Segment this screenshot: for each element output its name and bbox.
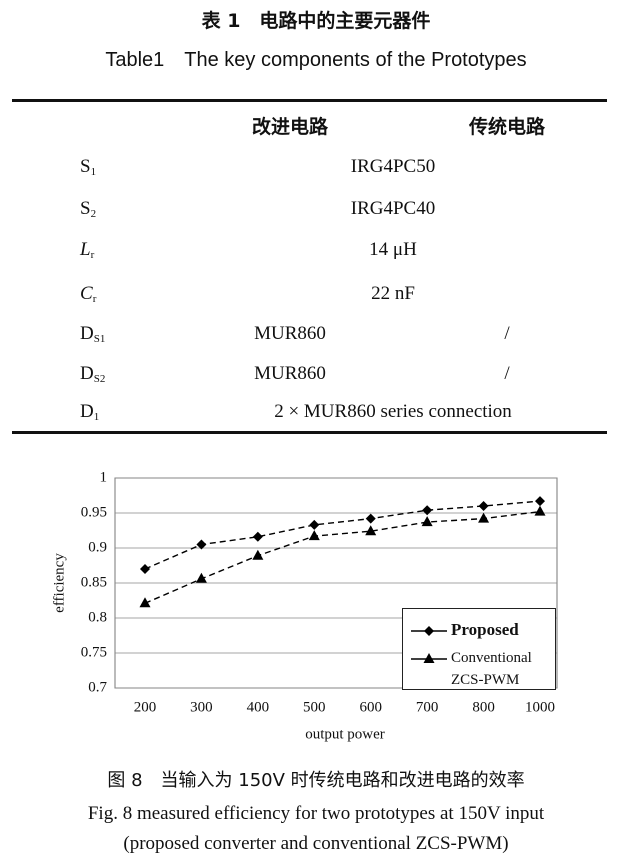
top-rule xyxy=(12,99,607,102)
legend-swatch xyxy=(411,626,447,636)
data-point xyxy=(196,539,207,550)
symbol: D xyxy=(80,323,94,344)
data-point xyxy=(195,572,207,583)
symbol: C xyxy=(80,283,93,304)
x-tick-label: 400 xyxy=(247,699,270,715)
data-point xyxy=(365,525,377,536)
x-tick-label: 1000 xyxy=(525,699,555,715)
x-tick-label: 500 xyxy=(303,699,326,715)
legend-marker xyxy=(423,653,435,663)
subscript: 2 xyxy=(90,208,97,220)
y-tick-label: 0.95 xyxy=(81,504,107,520)
data-point xyxy=(139,597,151,608)
chart: output power efficiency 0.7 0.75 0.8 0.85 0.… xyxy=(51,469,558,742)
symbol: D xyxy=(80,363,94,384)
y-axis-label: efficiency xyxy=(51,553,67,613)
figure-caption-zh: 图 8 当输入为 150V 时传统电路和改进电路的效率 xyxy=(107,770,525,791)
data-point xyxy=(478,512,490,523)
y-tick-label: 0.7 xyxy=(88,679,107,695)
cell: 14 μH xyxy=(369,239,417,260)
symbol: S xyxy=(80,198,91,219)
data-point xyxy=(252,531,263,542)
data-point xyxy=(422,505,433,516)
data-point xyxy=(140,564,150,574)
data-point xyxy=(252,549,264,560)
data-point xyxy=(421,516,433,527)
y-tick-label: 0.8 xyxy=(88,609,107,625)
row-label: S1 xyxy=(80,156,96,178)
bottom-rule xyxy=(12,431,607,434)
x-tick-label: 200 xyxy=(134,699,157,715)
data-point xyxy=(534,505,546,516)
series-line xyxy=(144,510,541,604)
subscript: 1 xyxy=(90,166,97,178)
row-label: D1 xyxy=(80,401,99,423)
data-point xyxy=(478,501,489,511)
subscript: r xyxy=(90,249,95,261)
legend-swatch xyxy=(411,653,447,663)
table-caption-zh: 表 1 电路中的主要元器件 xyxy=(201,10,431,32)
series-line xyxy=(144,500,541,570)
data-point xyxy=(309,519,320,530)
x-tick-label: 300 xyxy=(190,699,213,715)
symbol: S xyxy=(80,156,91,177)
x-axis-label: output power xyxy=(305,726,385,742)
data-point xyxy=(365,513,376,524)
cell: IRG4PC40 xyxy=(350,198,436,219)
legend-marker xyxy=(424,626,434,636)
cell: IRG4PC50 xyxy=(350,156,436,177)
column-header: 改进电路 xyxy=(251,116,329,138)
row-label: DS1 xyxy=(80,323,105,345)
x-tick-label: 700 xyxy=(416,699,439,715)
x-tick-label: 600 xyxy=(359,699,382,715)
legend-label: Proposed xyxy=(451,620,519,639)
x-tick-label: 800 xyxy=(472,699,495,715)
table-caption-en: Table1 The key components of the Prototy… xyxy=(105,49,527,71)
subscript: 1 xyxy=(93,411,100,423)
column-header: 传统电路 xyxy=(468,116,546,138)
cell: 22 nF xyxy=(371,283,415,304)
data-point xyxy=(535,496,545,507)
row-label: DS2 xyxy=(80,363,105,385)
legend: Proposed Conventional ZCS-PWM xyxy=(402,608,556,690)
y-tick-label: 0.9 xyxy=(88,539,107,555)
y-tick-label: 0.75 xyxy=(81,644,107,660)
subscript: r xyxy=(92,293,97,305)
y-tick-label: 0.85 xyxy=(81,574,107,590)
symbol: D xyxy=(80,401,94,422)
row-label: S2 xyxy=(80,198,96,220)
figure-caption-en: Fig. 8 measured efficiency for two proto… xyxy=(87,803,545,824)
row-label: Lr xyxy=(80,239,94,261)
cell: / xyxy=(504,363,510,384)
symbol: L xyxy=(80,239,91,260)
cell: 2 × MUR860 series connection xyxy=(274,401,512,422)
cell: MUR860 xyxy=(254,363,326,384)
subscript: S1 xyxy=(93,333,106,345)
cell: / xyxy=(504,323,510,344)
y-tick-label: 1 xyxy=(100,469,108,485)
row-label: Cr xyxy=(80,283,96,305)
data-point xyxy=(308,530,320,541)
subscript: S2 xyxy=(93,373,106,385)
figure-caption-en: (proposed converter and conventional ZCS… xyxy=(123,833,509,854)
cell: MUR860 xyxy=(254,323,326,344)
legend-label: Conventional ZCS-PWM xyxy=(451,650,532,688)
